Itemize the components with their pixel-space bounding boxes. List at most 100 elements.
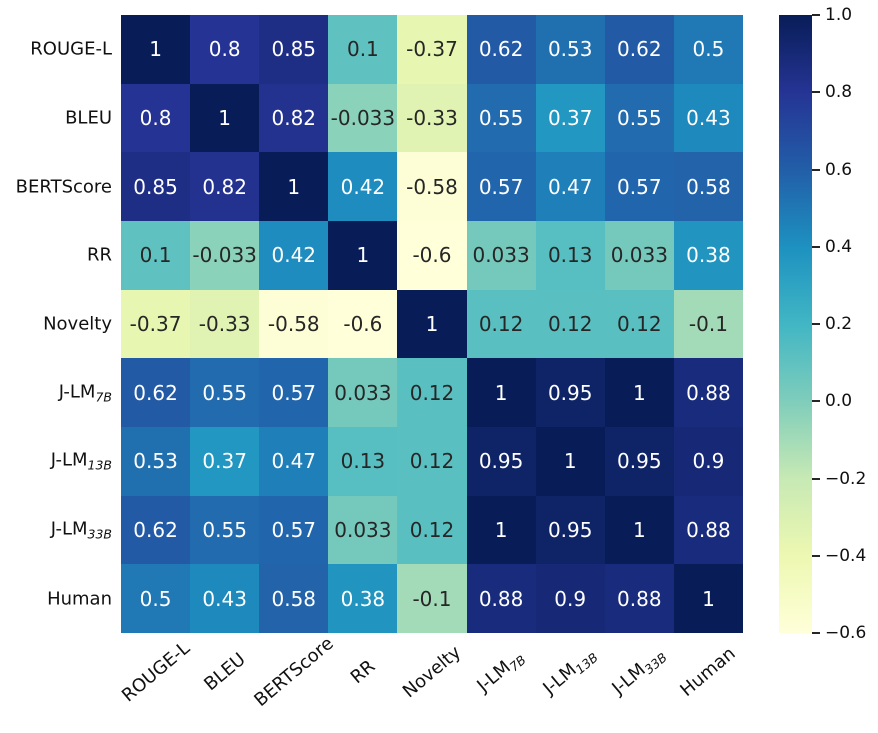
axis-label-text: RR [86, 244, 112, 266]
y-tick-label: RR [0, 245, 112, 266]
heatmap-cell: 0.43 [673, 83, 743, 153]
colorbar-tick-label: 1.0 [825, 5, 853, 25]
heatmap-cell: 0.033 [328, 495, 398, 565]
heatmap-cell: 0.82 [259, 83, 329, 153]
heatmap-cell: 1 [121, 15, 191, 84]
colorbar-tick-mark [812, 91, 820, 94]
y-tick-label: ROUGE-L [0, 39, 112, 60]
heatmap-cell: 0.42 [259, 220, 329, 290]
heatmap-cell: 0.033 [604, 220, 674, 290]
cell-value: 0.5 [139, 586, 172, 611]
heatmap-cell: 0.12 [604, 289, 674, 359]
heatmap-cell: 0.95 [466, 426, 536, 496]
cell-value: 0.95 [617, 449, 662, 474]
cell-value: 0.8 [208, 37, 241, 62]
x-tick-label: Human [677, 643, 740, 701]
cell-value: 0.53 [133, 449, 178, 474]
cell-value: 1 [149, 37, 162, 62]
cell-value: 0.12 [409, 449, 455, 474]
heatmap-cell: 0.37 [190, 426, 260, 496]
colorbar-tick-mark [812, 14, 820, 16]
cell-value: 0.57 [271, 517, 317, 542]
heatmap-cell: 0.47 [535, 152, 605, 221]
y-tick-label: Novelty [0, 314, 112, 335]
colorbar-gradient [779, 15, 812, 633]
cell-value: -0.58 [406, 174, 458, 199]
cell-value: 1 [632, 380, 646, 405]
axis-label-text: Novelty [398, 641, 466, 703]
heatmap-cell: 0.38 [328, 564, 398, 633]
cell-value: 0.57 [617, 174, 662, 199]
heatmap-cell: 0.8 [121, 83, 191, 153]
heatmap-cell: 1 [190, 83, 260, 153]
cell-value: 0.37 [547, 105, 593, 130]
heatmap-cell: -0.33 [397, 83, 467, 153]
heatmap-cell: 1 [259, 152, 329, 221]
heatmap-cell: 0.033 [328, 358, 398, 427]
axis-label-text: RR [346, 655, 380, 689]
colorbar-tick-label: 0.2 [825, 314, 853, 334]
heatmap-cell: 0.57 [604, 152, 674, 221]
heatmap-cell: 0.5 [673, 15, 743, 84]
cell-value: 0.88 [686, 517, 731, 542]
colorbar-tick-mark [812, 554, 820, 557]
heatmap-cell: 1 [466, 495, 536, 565]
cell-value: 0.12 [547, 311, 593, 336]
heatmap-cell: -0.033 [328, 83, 398, 153]
cell-value: 0.62 [478, 37, 524, 62]
heatmap-cell: 0.033 [466, 220, 536, 290]
heatmap-cell: 0.85 [121, 152, 191, 221]
heatmap-cell: -0.1 [397, 564, 467, 633]
x-tick-label: Novelty [399, 642, 465, 702]
heatmap-cell: 0.62 [121, 495, 191, 565]
x-tick-label: BERTScore [250, 633, 337, 711]
heatmap-cell: 0.12 [397, 426, 467, 496]
cell-value: 1 [702, 586, 715, 611]
cell-value: -0.6 [343, 311, 383, 336]
heatmap-cell: 0.88 [673, 358, 743, 427]
heatmap-cell: -0.1 [673, 289, 743, 359]
heatmap-cell: 1 [535, 426, 605, 496]
heatmap-cell: -0.033 [190, 220, 260, 290]
cell-value: 1 [287, 174, 301, 199]
heatmap-cell: 0.5 [121, 564, 191, 633]
heatmap-cell: 0.12 [397, 495, 467, 565]
cell-value: 0.47 [271, 449, 317, 474]
cell-value: 0.033 [472, 243, 530, 268]
heatmap-cell: 0.38 [673, 220, 743, 290]
heatmap-cell: 0.13 [328, 426, 398, 496]
cell-value: -0.033 [330, 105, 396, 130]
heatmap-cell: 0.37 [535, 83, 605, 153]
heatmap-cell: 0.55 [190, 358, 260, 427]
axis-label-text: Novelty [43, 313, 112, 335]
cell-value: -0.58 [267, 311, 320, 336]
y-tick-label: BLEU [0, 108, 112, 129]
cell-value: 0.033 [334, 380, 392, 405]
colorbar-tick-label: −0.4 [825, 545, 867, 566]
cell-value: 0.42 [271, 243, 317, 268]
axis-label-text: BLEU [65, 107, 112, 129]
axis-label-subscript: 33B [87, 526, 112, 542]
heatmap-cell: -0.58 [259, 289, 329, 359]
cell-value: 0.82 [202, 174, 247, 199]
x-tick-label: ROUGE-L [118, 638, 194, 707]
cell-value: 0.12 [409, 517, 455, 542]
heatmap-cell: 1 [604, 495, 674, 565]
x-tick-label: J-LM13B [539, 644, 601, 701]
heatmap-cell: 0.57 [259, 358, 329, 427]
heatmap-cell: 0.95 [604, 426, 674, 496]
colorbar-tick-mark [812, 168, 820, 171]
colorbar-tick-label: −0.2 [825, 468, 867, 489]
cell-value: 0.38 [686, 243, 731, 268]
heatmap-cell: 0.43 [190, 564, 260, 633]
y-tick-label: Human [0, 588, 112, 609]
colorbar-tick-mark [812, 400, 820, 403]
heatmap-cell: 0.9 [673, 426, 743, 496]
cell-value: 0.88 [617, 586, 662, 611]
heatmap-cell: -0.33 [190, 289, 260, 359]
heatmap-cell: 1 [328, 220, 398, 290]
cell-value: -0.6 [412, 243, 452, 268]
heatmap-cell: 0.47 [259, 426, 329, 496]
heatmap-cell: 0.82 [190, 152, 260, 221]
